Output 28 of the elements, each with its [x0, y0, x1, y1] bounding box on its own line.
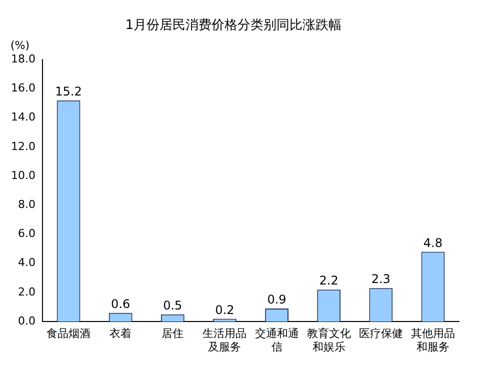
data-label: 0.9 [267, 292, 286, 307]
data-label: 0.2 [215, 302, 234, 317]
data-label: 0.5 [163, 298, 182, 312]
data-label: 0.6 [111, 296, 130, 311]
x-tick-label: 居住 [162, 327, 184, 340]
x-tick-label: 教育文化和娱乐 [306, 327, 351, 354]
data-label: 4.8 [423, 236, 443, 250]
x-tick-label: 食品烟酒 [46, 327, 91, 340]
y-tick-label: 4.0 [18, 256, 36, 270]
x-tick-label: 交通和通信 [254, 327, 299, 354]
y-tick-label: 18.0 [10, 52, 36, 66]
y-tick-label: 8.0 [18, 198, 36, 212]
y-tick-label: 6.0 [18, 227, 36, 240]
data-label: 2.2 [319, 274, 338, 288]
x-tick-label: 衣着 [110, 327, 132, 340]
data-label: 15.2 [55, 84, 82, 98]
x-tick-label: 生活用品及服务 [202, 327, 247, 354]
chart-title: 1月份居民消费价格分类别同比涨跌幅 [125, 18, 342, 34]
y-axis-title: (%) [10, 38, 30, 52]
y-tick-label: 10.0 [10, 168, 36, 182]
y-tick-label: 14.0 [10, 110, 36, 124]
y-tick-label: 2.0 [18, 285, 36, 298]
x-tick-label: 医疗保健 [358, 327, 403, 340]
y-tick-label: 0.0 [18, 314, 36, 328]
y-tick-label: 12.0 [10, 140, 36, 153]
y-tick-label: 16.0 [10, 82, 36, 95]
x-tick-label: 其他用品和服务 [410, 327, 455, 354]
data-label: 2.3 [371, 272, 390, 286]
